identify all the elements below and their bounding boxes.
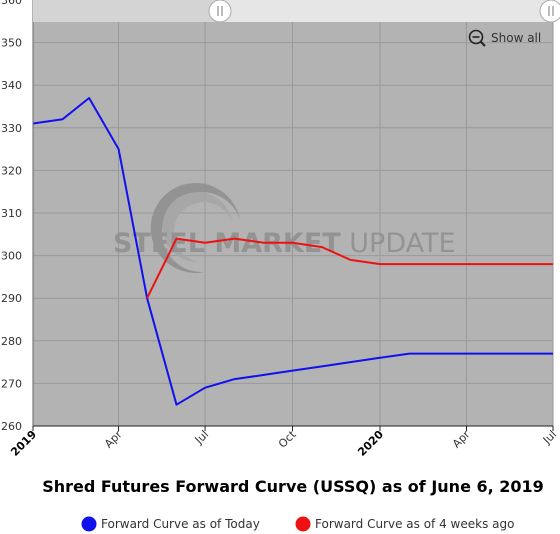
x-tick-label: 2020 xyxy=(355,428,386,459)
legend: Forward Curve as of Today Forward Curve … xyxy=(81,516,515,532)
zoom-out-icon xyxy=(468,29,486,47)
legend-item-today[interactable]: Forward Curve as of Today xyxy=(81,516,260,532)
chart-title: Shred Futures Forward Curve (USSQ) as of… xyxy=(42,477,544,496)
x-tick-label: Apr xyxy=(102,428,125,451)
y-tick-label: 340 xyxy=(1,79,22,92)
y-tick-label: 330 xyxy=(1,122,22,135)
y-axis-ticks: 260 270 280 290 300 310 320 330 340 350 360 xyxy=(1,0,22,433)
watermark: STEEL MARKET UPDATE xyxy=(113,182,456,273)
x-tick-label: Oct xyxy=(276,427,299,450)
y-tick-label: 270 xyxy=(1,377,22,390)
x-axis-ticks: 2019 Apr Jul Oct 2020 Apr Jul xyxy=(8,426,559,459)
show-all-button[interactable]: Show all xyxy=(468,29,542,47)
legend-item-4-weeks-ago[interactable]: Forward Curve as of 4 weeks ago xyxy=(295,516,515,532)
show-all-label[interactable]: Show all xyxy=(491,31,541,45)
y-tick-label: 300 xyxy=(1,250,22,263)
legend-label-4-weeks-ago[interactable]: Forward Curve as of 4 weeks ago xyxy=(315,517,514,531)
y-tick-label: 290 xyxy=(1,292,22,305)
y-tick-label: 260 xyxy=(1,420,22,433)
y-tick-label: 280 xyxy=(1,335,22,348)
y-tick-label: 320 xyxy=(1,164,22,177)
navigator-handle-right[interactable] xyxy=(539,0,560,23)
y-tick-label: 350 xyxy=(1,37,22,50)
legend-marker-today xyxy=(81,516,97,532)
series-line-1[interactable] xyxy=(146,237,553,299)
navigator-handle-left[interactable] xyxy=(208,0,232,23)
series-layer xyxy=(32,97,553,406)
legend-label-today[interactable]: Forward Curve as of Today xyxy=(101,517,260,531)
y-tick-label: 360 xyxy=(1,0,22,7)
y-tick-label: 310 xyxy=(1,207,22,220)
swoosh-logo-inner xyxy=(162,192,232,263)
x-tick-label: Apr xyxy=(450,428,473,451)
legend-marker-4-weeks-ago xyxy=(295,516,311,532)
series-line-0[interactable] xyxy=(32,97,553,406)
grid xyxy=(33,0,554,426)
x-tick-label: Jul xyxy=(540,428,559,447)
watermark-text: STEEL MARKET UPDATE xyxy=(113,228,456,259)
x-tick-label: Jul xyxy=(192,428,211,447)
navigator-mask xyxy=(33,0,220,22)
navigator[interactable] xyxy=(33,0,560,23)
